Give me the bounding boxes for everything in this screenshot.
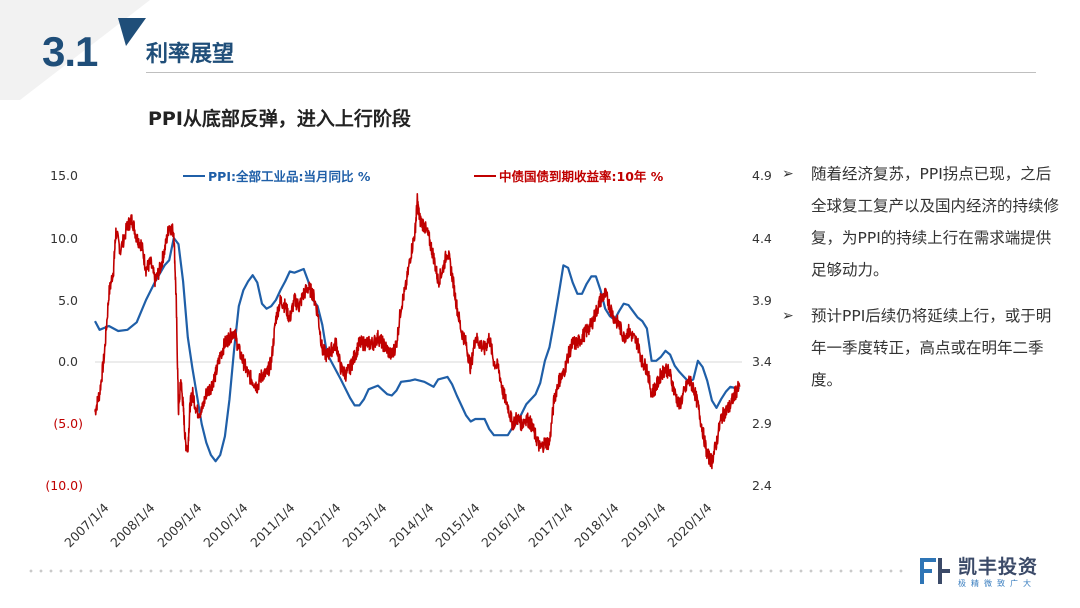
y-left-tick: 15.0: [50, 168, 78, 183]
logo-tagline: 极精微致广大: [958, 579, 1036, 588]
bullet-text: 随着经济复苏，PPI拐点已现，之后全球复工复产以及国内经济的持续修复，为PPI的…: [811, 165, 1060, 279]
bullet-item: ➢ 预计PPI后续仍将延续上行，或于明年一季度转正，高点或在明年二季度。: [782, 300, 1062, 396]
y-right-tick: 3.4: [752, 354, 772, 369]
footer-dotted-line: [26, 569, 906, 573]
y-left-tick: 0.0: [58, 354, 78, 369]
legend-ppi: PPI:全部工业品:当月同比 %: [183, 166, 370, 185]
company-logo: 凯丰投资 极精微致广大: [918, 552, 1038, 589]
y-right-tick: 2.4: [752, 478, 772, 493]
bullet-arrow-icon: ➢: [782, 308, 794, 324]
legend-yield-label: 中债国债到期收益率:10年 %: [499, 169, 664, 184]
ppi-series-line: [94, 236, 740, 463]
section-number: 3.1: [42, 28, 98, 75]
y-left-tick: 10.0: [50, 231, 78, 246]
logo-mark-icon: [920, 557, 950, 584]
legend-ppi-label: PPI:全部工业品:当月同比 %: [208, 169, 371, 184]
bullet-item: ➢ 随着经济复苏，PPI拐点已现，之后全球复工复产以及国内经济的持续修复，为PP…: [782, 158, 1062, 286]
y-right-tick: 3.9: [752, 293, 772, 308]
y-left-tick: (10.0): [45, 478, 83, 493]
legend-ppi-swatch: [183, 174, 205, 177]
corner-decoration: [0, 0, 150, 100]
y-left-tick: 5.0: [58, 293, 78, 308]
yield-series-line: [94, 193, 741, 470]
logo-name: 凯丰投资: [958, 556, 1039, 578]
legend-yield: 中债国债到期收益率:10年 %: [474, 166, 663, 185]
commentary: ➢ 随着经济复苏，PPI拐点已现，之后全球复工复产以及国内经济的持续修复，为PP…: [782, 158, 1062, 410]
legend-yield-swatch: [474, 174, 496, 177]
y-right-tick: 4.4: [752, 231, 772, 246]
y-right-tick: 2.9: [752, 416, 772, 431]
header-divider: [146, 72, 1036, 73]
bullet-text: 预计PPI后续仍将延续上行，或于明年一季度转正，高点或在明年二季度。: [811, 307, 1052, 389]
bullet-arrow-icon: ➢: [782, 166, 794, 182]
slide-subtitle: PPI从底部反弹，进入上行阶段: [148, 108, 411, 130]
section-title: 利率展望: [146, 42, 235, 67]
y-right-tick: 4.9: [752, 168, 772, 183]
y-left-tick: (5.0): [53, 416, 83, 431]
